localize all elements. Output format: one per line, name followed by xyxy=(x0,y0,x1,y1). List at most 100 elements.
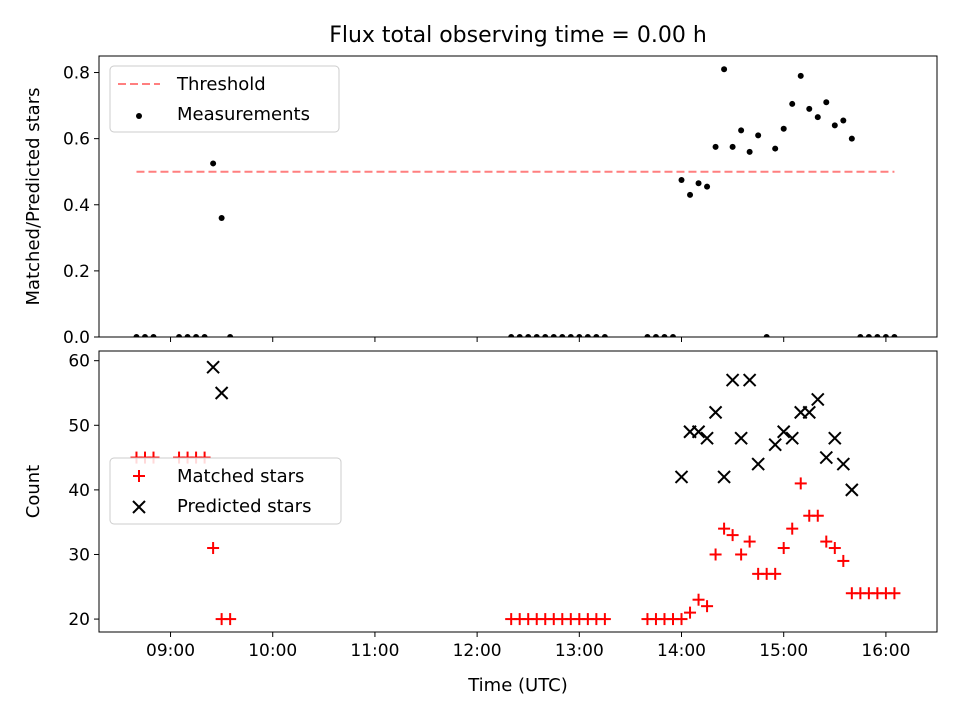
top-axes-frame xyxy=(98,55,938,338)
bottom-y-tick-label: 30 xyxy=(68,545,90,565)
predicted-star-point xyxy=(725,373,740,387)
matched-star-point xyxy=(769,567,782,580)
bottom-legend: Matched stars Predicted stars xyxy=(109,457,342,525)
bottom-y-tick-label: 20 xyxy=(68,610,90,630)
bottom-panel: 09:00 10:00 11:00 12:00 13:00 14:00 15:00 16:00… xyxy=(23,350,938,661)
measurement-point xyxy=(584,334,591,337)
predicted-star-point xyxy=(802,405,816,420)
measurement-point xyxy=(704,183,711,190)
matched-star-point xyxy=(207,542,220,555)
matched-star-point xyxy=(726,529,739,542)
measurement-point xyxy=(661,334,668,337)
measurement-point xyxy=(695,180,702,187)
top-y-tick-label: 0.6 xyxy=(63,130,90,150)
measurement-point xyxy=(687,191,694,198)
legend-threshold-label: Threshold xyxy=(176,74,266,95)
predicted-star-point xyxy=(845,483,859,497)
matched-star-point xyxy=(701,600,714,613)
predicted-star-point xyxy=(768,437,782,452)
legend-predicted-label: Predicted stars xyxy=(177,496,311,517)
predicted-star-point xyxy=(214,386,229,400)
measurement-point xyxy=(882,334,889,337)
top-legend-box xyxy=(109,65,340,133)
bottom-y-tick-label: 50 xyxy=(68,416,90,436)
x-marker-b xyxy=(708,405,723,420)
measurement-point xyxy=(184,334,191,337)
x-tick-label: 16:00 xyxy=(861,641,910,661)
measurement-point xyxy=(848,135,855,142)
measurement-point xyxy=(772,145,779,152)
predicted-star-point xyxy=(751,457,765,471)
predicted-star-point xyxy=(819,450,833,465)
predicted-star-point xyxy=(734,431,748,445)
x-marker-b xyxy=(717,470,731,484)
figure-title: Flux total observing time = 0.00 h xyxy=(329,23,707,48)
top-y-tick-label: 0.8 xyxy=(63,64,90,84)
measurement-point xyxy=(763,334,770,337)
predicted-star-point xyxy=(828,431,842,445)
top-data xyxy=(133,66,898,337)
x-tick-label: 15:00 xyxy=(759,641,808,661)
matched-star-point xyxy=(224,613,237,626)
measurement-point xyxy=(576,334,583,337)
bottom-legend-box xyxy=(109,457,342,525)
measurement-point xyxy=(593,334,600,337)
x-marker-b xyxy=(845,483,859,497)
measurement-point xyxy=(865,334,872,337)
x-marker-b xyxy=(734,431,748,445)
x-marker-b xyxy=(802,405,816,420)
predicted-star-point xyxy=(700,431,714,445)
x-marker-b xyxy=(768,437,782,452)
matched-star-point xyxy=(692,593,705,606)
measurement-point xyxy=(567,334,574,337)
x-axis-label: Time (UTC) xyxy=(467,675,568,696)
measurement-point xyxy=(227,334,234,337)
measurement-point xyxy=(176,334,183,337)
x-marker-b xyxy=(785,431,799,445)
measurement-point xyxy=(823,99,830,106)
matched-star-point xyxy=(837,554,850,567)
matched-star-point xyxy=(820,535,833,548)
measurement-point xyxy=(601,334,608,337)
measurement-point xyxy=(150,334,157,337)
matched-star-point xyxy=(888,587,901,600)
measurement-point xyxy=(712,143,719,150)
bottom-y-tick-label: 60 xyxy=(68,352,90,372)
legend-measurements-swatch xyxy=(136,113,142,119)
measurement-point xyxy=(669,334,676,337)
x-tick-label: 10:00 xyxy=(248,641,297,661)
x-marker-b xyxy=(700,431,714,445)
measurement-point xyxy=(133,334,140,337)
measurement-point xyxy=(652,334,659,337)
x-marker-b xyxy=(836,457,851,471)
measurement-point xyxy=(729,143,736,150)
measurement-point xyxy=(746,148,753,155)
measurement-point xyxy=(755,132,762,139)
measurement-point xyxy=(201,334,208,337)
x-marker-b xyxy=(811,392,825,407)
legend-predicted-swatch-b xyxy=(132,500,146,514)
top-y-axis-label: Matched/Predicted stars xyxy=(23,88,44,306)
x-tick-label: 14:00 xyxy=(657,641,706,661)
measurement-point xyxy=(891,334,898,337)
predicted-star-point xyxy=(708,405,723,420)
measurement-point xyxy=(789,100,796,107)
measurement-point xyxy=(840,117,847,124)
matched-star-point xyxy=(811,509,824,522)
top-y-tick-label: 0.2 xyxy=(63,262,90,282)
predicted-star-point xyxy=(777,425,791,439)
matched-star-point xyxy=(718,522,731,535)
x-marker-b xyxy=(742,373,757,387)
x-marker-b xyxy=(674,470,689,484)
x-marker-b xyxy=(214,386,229,400)
bottom-axes-frame xyxy=(98,350,938,633)
measurement-point xyxy=(542,334,549,337)
measurement-point xyxy=(738,127,745,134)
measurement-point xyxy=(193,334,200,337)
measurement-point xyxy=(644,334,651,337)
measurement-point xyxy=(533,334,540,337)
x-marker-b xyxy=(828,431,842,445)
measurement-point xyxy=(141,334,148,337)
x-tick-label: 12:00 xyxy=(453,641,502,661)
